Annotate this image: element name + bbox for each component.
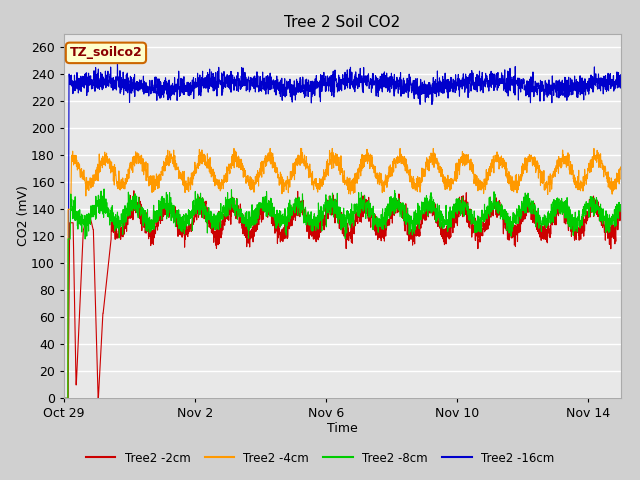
Text: TZ_soilco2: TZ_soilco2	[70, 47, 142, 60]
Tree2 -8cm	[60, 396, 68, 401]
Tree2 -4cm	[173, 167, 180, 172]
Tree2 -2cm	[367, 210, 374, 216]
Tree2 -16cm	[173, 97, 181, 103]
Line: Tree2 -8cm: Tree2 -8cm	[64, 189, 621, 398]
Tree2 -8cm	[367, 211, 374, 217]
Tree2 -4cm	[104, 157, 111, 163]
Line: Tree2 -2cm: Tree2 -2cm	[64, 191, 621, 398]
Tree2 -4cm	[367, 160, 374, 166]
Tree2 -2cm	[617, 212, 625, 218]
Y-axis label: CO2 (mV): CO2 (mV)	[17, 186, 29, 246]
Tree2 -4cm	[499, 158, 507, 164]
Line: Tree2 -16cm: Tree2 -16cm	[64, 62, 621, 398]
Tree2 -2cm	[180, 228, 188, 233]
Tree2 -4cm	[60, 396, 68, 401]
Tree2 -8cm	[100, 186, 108, 192]
Tree2 -8cm	[499, 210, 507, 216]
Tree2 -8cm	[228, 187, 236, 192]
Tree2 -16cm	[180, 81, 188, 87]
Line: Tree2 -4cm: Tree2 -4cm	[64, 148, 621, 398]
Tree2 -8cm	[180, 231, 188, 237]
Title: Tree 2 Soil CO2: Tree 2 Soil CO2	[284, 15, 401, 30]
Tree2 -16cm	[228, 77, 236, 83]
Tree2 -16cm	[499, 77, 507, 83]
Tree2 -8cm	[104, 205, 112, 211]
Tree2 -16cm	[367, 78, 374, 84]
Legend: Tree2 -2cm, Tree2 -4cm, Tree2 -8cm, Tree2 -16cm: Tree2 -2cm, Tree2 -4cm, Tree2 -8cm, Tree…	[81, 447, 559, 469]
Tree2 -16cm	[114, 59, 122, 65]
Tree2 -2cm	[499, 214, 507, 220]
Tree2 -4cm	[227, 161, 235, 167]
Tree2 -2cm	[228, 198, 236, 204]
Tree2 -16cm	[104, 74, 111, 80]
Tree2 -2cm	[130, 188, 138, 193]
Tree2 -4cm	[617, 165, 625, 171]
X-axis label: Time: Time	[327, 422, 358, 435]
Tree2 -4cm	[180, 168, 188, 174]
Tree2 -16cm	[60, 396, 68, 401]
Tree2 -2cm	[104, 268, 111, 274]
Tree2 -8cm	[617, 209, 625, 215]
Tree2 -8cm	[173, 209, 181, 215]
Tree2 -2cm	[173, 212, 181, 217]
Tree2 -4cm	[230, 145, 238, 151]
Tree2 -16cm	[617, 72, 625, 77]
Tree2 -2cm	[60, 396, 68, 401]
